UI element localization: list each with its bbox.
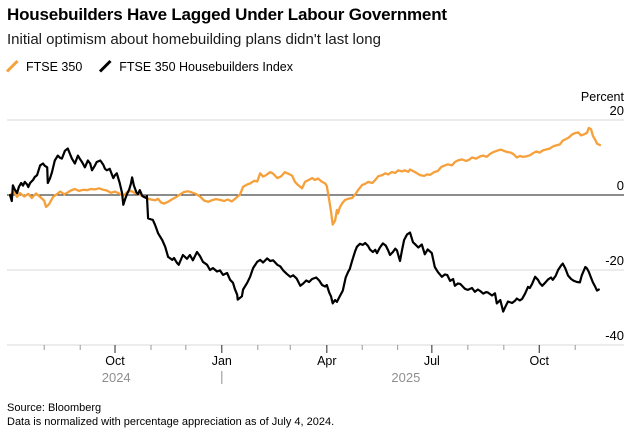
chart-legend: FTSE 350 FTSE 350 Housebuilders Index [5, 59, 293, 74]
chart-footer: Source: Bloomberg Data is normalized wit… [7, 401, 334, 429]
source-line: Source: Bloomberg [7, 402, 102, 414]
y-axis-label: 0 [617, 178, 624, 193]
chart-title: Housebuilders Have Lagged Under Labour G… [7, 5, 447, 24]
x-axis-month-label: Jan [212, 354, 232, 368]
slash-icon [5, 59, 19, 73]
x-axis-year-label: 2025 [391, 370, 420, 385]
y-axis-label: -40 [605, 328, 624, 343]
x-axis-month-label: Apr [317, 354, 336, 368]
series-line-ftse-350-housebuilders-index [8, 147, 600, 313]
x-axis-month-label: Oct [105, 354, 125, 368]
legend-item-ftse-350: FTSE 350 [5, 59, 82, 74]
note-line: Data is normalized with percentage appre… [7, 416, 335, 428]
y-axis-label: -20 [605, 253, 624, 268]
series-line-ftse-350 [8, 126, 602, 226]
x-axis-month-label: Oct [530, 354, 550, 368]
chart-subtitle: Initial optimism about homebuilding plan… [7, 31, 381, 48]
x-axis-month-label: Jul [424, 354, 440, 368]
y-axis-unit-label: Percent [581, 90, 625, 104]
legend-label: FTSE 350 [26, 59, 83, 74]
legend-item-ftse-350-housebuilders: FTSE 350 Housebuilders Index [98, 59, 293, 74]
slash-icon [99, 59, 112, 73]
legend-label: FTSE 350 Housebuilders Index [119, 59, 293, 74]
x-axis-year-label: 2024 [102, 370, 131, 385]
y-axis-label: 20 [610, 103, 624, 118]
